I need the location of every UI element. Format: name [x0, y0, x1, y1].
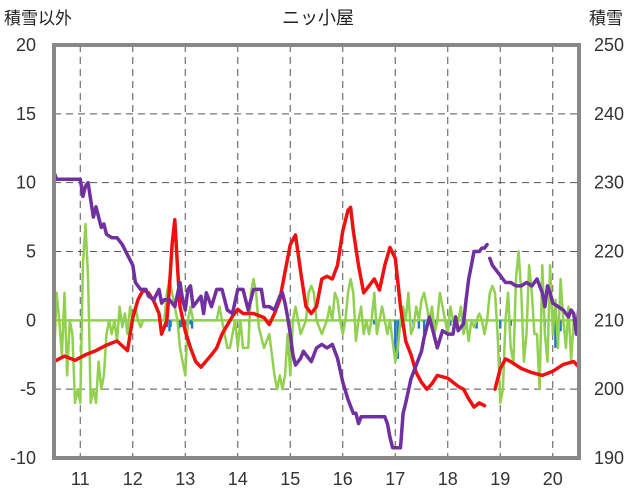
y-ticks-left: 20 15 10 5 0 -5 -10 — [10, 35, 36, 468]
y-tick-right-label: 200 — [594, 379, 624, 399]
y-tick-left-label: 10 — [16, 173, 36, 193]
series-line-red-1 — [493, 357, 581, 391]
y-tick-right-label: 230 — [594, 173, 624, 193]
x-tick-label: 11 — [71, 469, 90, 489]
line-series — [52, 170, 581, 450]
y-tick-left-label: 15 — [16, 104, 36, 124]
bar-blue — [373, 320, 376, 325]
y-tick-left-label: -5 — [20, 379, 36, 399]
y-ticks-right: 250 240 230 220 210 200 190 — [594, 35, 624, 468]
x-tick-label: 13 — [175, 469, 195, 489]
bar-blue — [422, 320, 426, 335]
y-tick-left-label: 5 — [26, 242, 36, 262]
bar-blue — [475, 320, 478, 329]
y-tick-right-label: 220 — [594, 242, 624, 262]
x-tick-label: 19 — [490, 469, 510, 489]
y-tick-left-label: 20 — [16, 35, 36, 55]
y-axis-right-label: 積雪 — [589, 9, 623, 29]
y-tick-left-label: -10 — [10, 448, 36, 468]
x-tick-label: 15 — [280, 469, 300, 489]
bar-blue — [499, 320, 502, 329]
x-tick-label: 18 — [438, 469, 458, 489]
y-axis-left-label: 積雪以外 — [4, 9, 72, 29]
bar-blue — [554, 320, 557, 348]
y-tick-left-label: 0 — [26, 310, 36, 330]
bar-blue — [169, 320, 172, 328]
y-tick-right-label: 210 — [594, 310, 624, 330]
x-tick-label: 17 — [385, 469, 405, 489]
chart-title: ニッ小屋 — [282, 8, 354, 29]
bar-blue — [394, 320, 397, 359]
plot-frame — [52, 43, 581, 460]
bar-blue — [417, 320, 421, 329]
series-line-purple-1 — [488, 256, 581, 336]
x-tick-label: 16 — [333, 469, 353, 489]
y-tick-right-label: 240 — [594, 104, 624, 124]
bar-blue — [559, 320, 562, 332]
x-ticks: 11 12 13 14 15 16 17 18 19 20 — [71, 469, 563, 489]
bar-blue — [189, 320, 192, 325]
x-tick-label: 20 — [543, 469, 563, 489]
y-tick-right-label: 190 — [594, 448, 624, 468]
y-tick-right-label: 250 — [594, 35, 624, 55]
x-tick-label: 12 — [123, 469, 143, 489]
bar-blue — [179, 320, 183, 328]
bar-blue — [449, 320, 452, 326]
x-tick-label: 14 — [228, 469, 248, 489]
bar-blue — [190, 320, 194, 329]
series-line-purple-0 — [52, 170, 489, 450]
